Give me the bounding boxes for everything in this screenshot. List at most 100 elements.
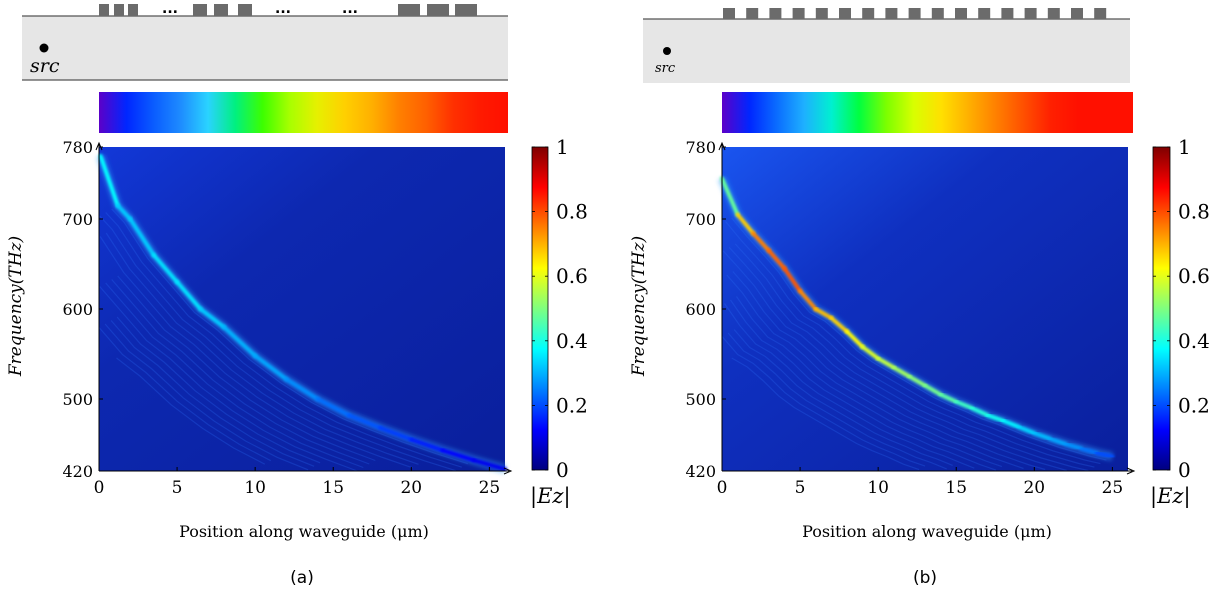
ridge-segment — [1047, 436, 1068, 446]
ridge-segment — [876, 356, 896, 370]
colorbar-tick-label: 0 — [1178, 458, 1191, 482]
y-tick-label: 600 — [62, 300, 93, 319]
ridge-segment — [938, 392, 959, 404]
colorbar-tick-label: 0.4 — [1178, 329, 1210, 353]
grating-tooth — [398, 4, 420, 16]
fringe-line — [99, 236, 413, 469]
y-tick-label: 500 — [62, 390, 93, 409]
y-axis-arrow — [95, 141, 103, 151]
y-axis-label: Frequency(THz) — [629, 236, 649, 377]
ridge-segment — [1001, 418, 1021, 429]
x-tick-label: 5 — [172, 478, 183, 498]
ellipsis-2: ... — [275, 1, 291, 17]
ridge-segment — [284, 377, 320, 401]
ridge-segment — [151, 253, 180, 284]
grating-teeth — [99, 4, 477, 16]
colorbar-tick-label: 0.2 — [1178, 393, 1210, 417]
x-tick-label: 10 — [244, 478, 266, 498]
fringe-line — [105, 232, 419, 465]
grating-tooth — [792, 8, 805, 19]
grating-tooth — [238, 4, 252, 16]
y-tick-label: 600 — [685, 300, 716, 319]
fringe-line — [116, 357, 266, 465]
waveguide-diagram-a: ... ... ... src — [22, 1, 508, 81]
y-tick-label: 780 — [685, 138, 716, 157]
fringe-line — [722, 250, 1067, 472]
waveguide-body — [22, 16, 508, 80]
ridge-segment — [1016, 424, 1037, 436]
colorbar-ticks: 0 0.2 0.4 0.6 0.8 1 |Ez| — [530, 135, 588, 509]
fringe-line — [733, 329, 953, 466]
spectrum-strip-b — [722, 92, 1133, 133]
y-axis-label: Frequency(THz) — [6, 236, 26, 377]
fringe-line — [734, 243, 1095, 468]
fringe-line — [99, 215, 456, 472]
ridge-segment — [720, 176, 740, 217]
colorbar-b: 0 0.2 0.4 0.6 0.8 1 |Ez| — [1150, 135, 1210, 509]
caption-a: (a) — [290, 568, 314, 588]
source-label: src — [655, 61, 676, 76]
ridge-segment — [471, 458, 507, 472]
heatmap-background — [99, 147, 505, 471]
ellipsis-1: ... — [162, 1, 178, 17]
grating-tooth — [214, 4, 228, 16]
fringe-line — [721, 336, 926, 467]
ridge-segment — [735, 212, 756, 236]
spectrum-strip-a — [99, 92, 508, 133]
grating-tooth — [885, 8, 898, 19]
y-tick-label: 500 — [685, 390, 716, 409]
fringe-line — [727, 332, 947, 470]
fringe-line — [732, 271, 1046, 471]
source-dot — [663, 47, 671, 55]
x-axis-arrow — [1126, 467, 1136, 475]
y-tick-label: 420 — [685, 462, 716, 481]
ridge-segment — [315, 397, 351, 418]
ridge-segment — [1032, 431, 1052, 441]
ridge-segment — [829, 316, 849, 334]
fringe-line — [731, 217, 1107, 461]
fringe-line — [99, 286, 358, 472]
source-label: src — [30, 55, 60, 77]
waveguide-diagram-b: src — [643, 8, 1130, 83]
ridge-segment — [198, 307, 226, 329]
grating-teeth — [723, 8, 1107, 19]
colorbar-tick-label: 1 — [1178, 135, 1191, 159]
colorbar-tick-label: 0.2 — [556, 393, 588, 417]
heatmap-field — [717, 176, 1115, 472]
fringe-line — [110, 320, 315, 467]
grating-tooth — [862, 8, 875, 19]
ridge-segment — [985, 413, 1006, 423]
colorbar-tick-label: 0.6 — [556, 264, 588, 288]
colorbar-tick-label: 0.4 — [556, 329, 588, 353]
colorbar-tick-label: 0 — [556, 458, 569, 482]
grating-tooth — [427, 4, 449, 16]
fringe-line — [105, 282, 364, 469]
ridge-segment — [860, 344, 881, 361]
colorbar-tick-label: 0.6 — [1178, 264, 1210, 288]
axes-b: 0 5 10 15 20 25 420 500 600 700 780 Position along … — [629, 138, 1136, 541]
ridge-segment — [891, 365, 912, 379]
x-tick-label: 0 — [94, 478, 105, 498]
ridge-segment — [798, 289, 818, 311]
ridge-segment — [766, 248, 787, 271]
grating-tooth — [746, 8, 759, 19]
heatmap-field — [96, 154, 507, 474]
ridge-segment — [253, 353, 289, 382]
y-tick-label: 420 — [62, 462, 93, 481]
x-tick-label: 25 — [1102, 478, 1124, 498]
ridge-segment — [175, 280, 203, 311]
y-tick-label: 700 — [62, 210, 93, 229]
ridge-segment — [1094, 451, 1115, 459]
ridge-segment — [1079, 446, 1099, 455]
fringe-line — [736, 296, 1003, 468]
ridge-segment — [954, 399, 974, 410]
ridge-segment — [378, 425, 414, 442]
colorbar — [1152, 146, 1171, 471]
axes-a: 0 5 10 15 20 25 420 500 600 700 780 Position along … — [6, 138, 513, 541]
x-axis-label: Position along waveguide (μm) — [802, 522, 1052, 541]
ridge-segment — [844, 329, 865, 349]
fringe-line — [116, 316, 321, 464]
x-tick-label: 20 — [400, 478, 422, 498]
grating-tooth — [1024, 8, 1037, 19]
